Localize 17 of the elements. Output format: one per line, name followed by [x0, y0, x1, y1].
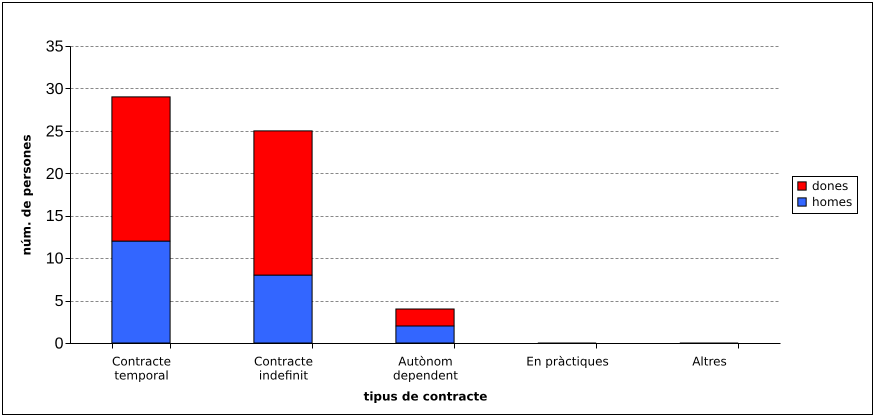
y-axis-title: núm. de persones	[20, 134, 34, 256]
y-tick-label: 15	[46, 208, 64, 226]
y-tick-label: 25	[46, 123, 64, 140]
y-tick-label: 30	[46, 80, 64, 98]
x-tick-label: Altres	[692, 354, 727, 368]
x-tick-label: Contracte temporal	[112, 354, 172, 382]
y-tick-label: 0	[54, 336, 64, 352]
y-tick-label: 20	[46, 166, 64, 183]
x-tick-label: En pràctiques	[526, 354, 609, 368]
y-tick-label: 10	[46, 250, 64, 268]
y-tick-label: 35	[46, 38, 64, 56]
x-tick-label: Contracte indefinit	[254, 354, 314, 382]
x-tick-label: Autònom dependent	[393, 354, 458, 382]
legend-label: homes	[812, 195, 852, 209]
legend-label: dones	[812, 179, 848, 193]
x-axis-title: tipus de contracte	[364, 390, 488, 404]
y-tick-label: 5	[54, 293, 64, 310]
